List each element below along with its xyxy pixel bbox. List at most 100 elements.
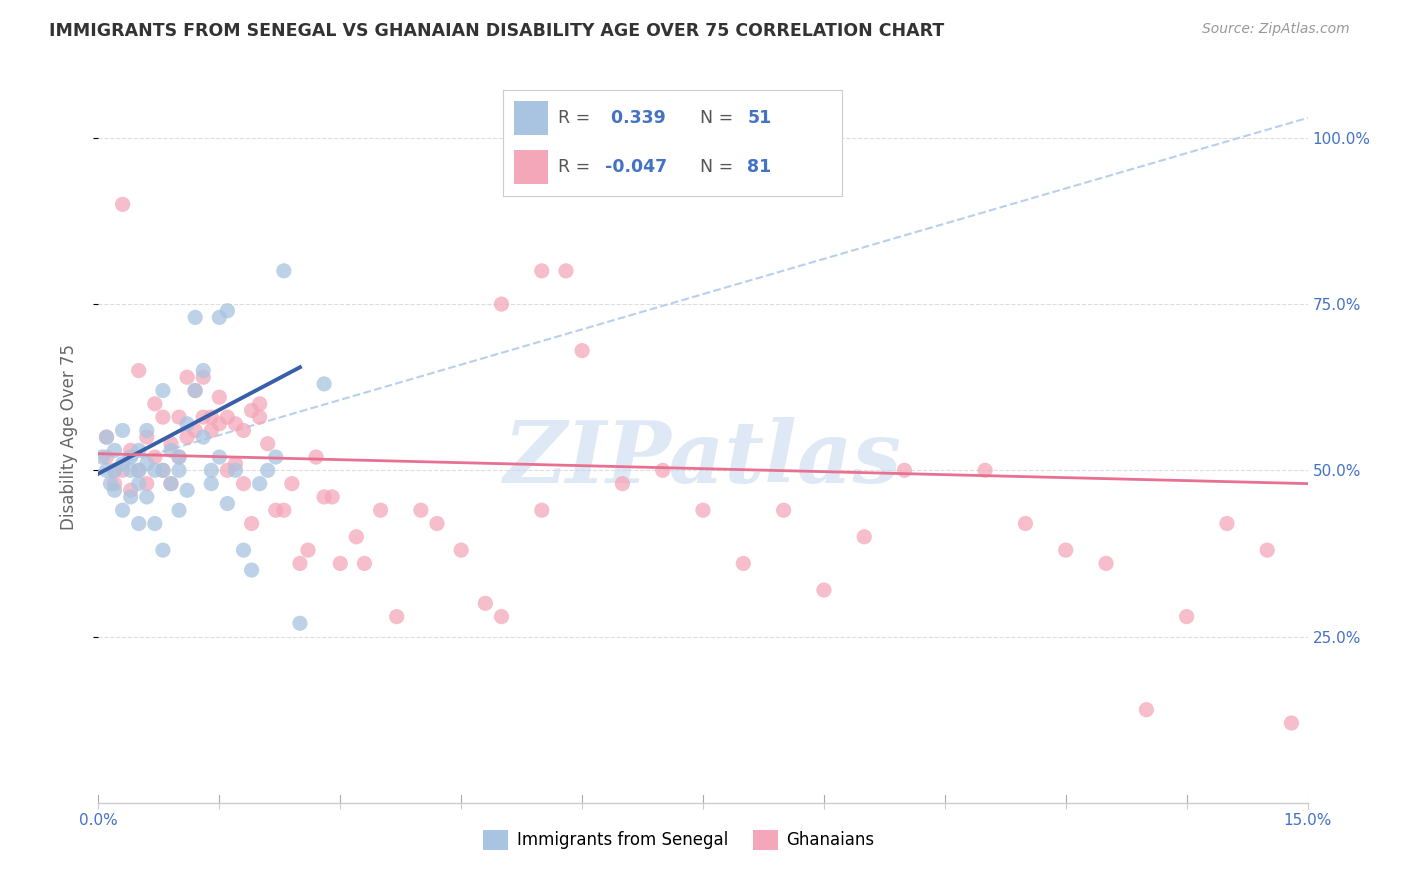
Point (96, 463, 118, 477)
Point (224, 417, 246, 431)
Point (426, 516, 449, 531)
Point (273, 503, 295, 517)
Point (555, 264, 578, 278)
Point (96, 430, 118, 444)
Point (651, 463, 673, 477)
Point (344, 530, 367, 544)
Point (111, 424, 134, 438)
Point (103, 463, 125, 477)
Point (135, 424, 157, 438)
Point (530, 503, 553, 517)
Point (240, 516, 263, 531)
Point (167, 450, 190, 464)
Point (329, 557, 352, 571)
Point (264, 503, 287, 517)
Point (240, 403, 263, 417)
Point (184, 384, 207, 398)
Point (152, 384, 174, 398)
Point (692, 503, 714, 517)
Point (200, 463, 222, 477)
Point (217, 463, 239, 477)
Point (297, 543, 319, 558)
Point (176, 370, 198, 384)
Point (288, 557, 311, 571)
Point (1095, 557, 1118, 571)
Point (184, 424, 207, 438)
Point (200, 424, 222, 438)
Point (143, 463, 166, 477)
Point (273, 264, 295, 278)
Point (893, 463, 915, 477)
Point (1256, 543, 1278, 558)
Point (474, 596, 496, 610)
Point (135, 490, 157, 504)
Point (120, 490, 142, 504)
Point (152, 463, 174, 477)
Point (1054, 543, 1077, 558)
Point (160, 476, 183, 491)
Point (184, 310, 207, 325)
Point (208, 417, 231, 431)
Point (176, 417, 198, 431)
Point (249, 410, 271, 425)
Point (167, 410, 190, 425)
Point (1216, 516, 1239, 531)
Point (135, 476, 157, 491)
Point (232, 476, 254, 491)
Y-axis label: Disability Age Over 75: Disability Age Over 75 (59, 344, 77, 530)
Point (208, 390, 231, 404)
Point (217, 410, 239, 425)
Text: Source: ZipAtlas.com: Source: ZipAtlas.com (1202, 22, 1350, 37)
Point (176, 483, 198, 498)
Point (100, 476, 122, 491)
Point (491, 297, 513, 311)
Point (232, 543, 254, 558)
Point (152, 463, 174, 477)
Point (143, 397, 166, 411)
Point (103, 443, 125, 458)
Point (128, 443, 150, 458)
Point (853, 530, 876, 544)
Point (111, 197, 134, 211)
Point (217, 303, 239, 318)
Point (193, 370, 215, 384)
Point (224, 457, 246, 471)
Point (232, 424, 254, 438)
Point (135, 457, 157, 471)
Point (167, 503, 190, 517)
Point (176, 430, 198, 444)
Point (135, 430, 157, 444)
Point (256, 463, 278, 477)
Point (167, 450, 190, 464)
Point (813, 582, 835, 597)
Text: IMMIGRANTS FROM SENEGAL VS GHANAIAN DISABILITY AGE OVER 75 CORRELATION CHART: IMMIGRANTS FROM SENEGAL VS GHANAIAN DISA… (49, 22, 945, 40)
Point (1014, 516, 1036, 531)
Point (120, 443, 142, 458)
Point (353, 557, 375, 571)
Point (193, 363, 215, 377)
Point (256, 436, 278, 450)
Point (1175, 609, 1198, 624)
Point (264, 450, 287, 464)
Point (314, 490, 336, 504)
Point (370, 503, 392, 517)
Point (111, 463, 134, 477)
Point (385, 609, 408, 624)
Point (103, 483, 125, 498)
Point (111, 503, 134, 517)
Point (491, 609, 513, 624)
Point (103, 463, 125, 477)
Text: ZIPatlas: ZIPatlas (503, 417, 903, 500)
Point (249, 397, 271, 411)
Legend: Immigrants from Senegal, Ghanaians: Immigrants from Senegal, Ghanaians (477, 823, 882, 856)
Point (249, 476, 271, 491)
Point (208, 310, 231, 325)
Point (111, 457, 134, 471)
Point (152, 410, 174, 425)
Point (103, 476, 125, 491)
Point (1281, 716, 1303, 731)
Point (160, 443, 183, 458)
Point (217, 497, 239, 511)
Point (128, 463, 150, 477)
Point (288, 616, 311, 631)
